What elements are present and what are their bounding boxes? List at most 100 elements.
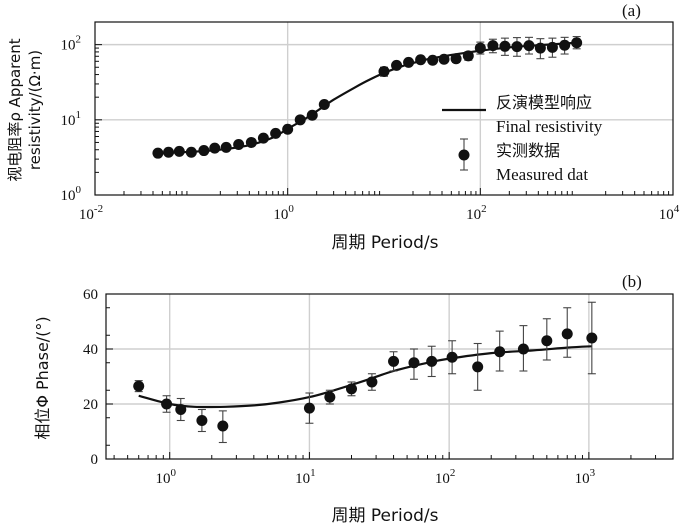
b-data-point-2: [175, 397, 187, 422]
b-data-point-16: [541, 318, 553, 361]
a-data-point-24: [487, 38, 499, 54]
a-marker-30: [559, 39, 571, 51]
a-data-point-26: [511, 37, 523, 57]
b-data-point-4: [217, 410, 229, 444]
a-data-point-25: [499, 37, 511, 56]
a-marker-7: [233, 138, 245, 150]
legend-point-marker: [458, 149, 470, 161]
b-data-point-8: [366, 373, 378, 391]
b-marker-17: [561, 328, 573, 340]
a-data-point-21: [450, 53, 462, 65]
a-x-tick-label-0: 10-2: [79, 203, 103, 223]
a-data-point-12: [294, 114, 306, 126]
panel-b-label: (b): [622, 272, 642, 291]
panel-b-x-ticks: 100 101 102 103: [155, 452, 596, 487]
a-marker-29: [546, 41, 558, 53]
a-data-point-5: [209, 142, 221, 154]
b-x-tick-label-0: 100: [155, 467, 176, 487]
a-marker-8: [245, 136, 257, 148]
b-data-point-11: [426, 345, 438, 378]
b-data-point-3: [196, 408, 208, 433]
a-data-point-1: [163, 146, 175, 158]
a-marker-24: [487, 40, 499, 52]
a-data-point-10: [270, 127, 282, 139]
b-data-point-9: [388, 351, 400, 372]
a-data-point-8: [245, 136, 257, 148]
a-marker-20: [438, 53, 450, 65]
a-y-tick-label-0: 100: [61, 184, 82, 204]
a-marker-0: [152, 147, 164, 159]
a-marker-10: [270, 127, 282, 139]
a-marker-3: [185, 146, 197, 158]
a-marker-22: [462, 50, 474, 62]
legend-entry-2-line2: Measured dat: [496, 165, 588, 184]
b-data-point-12: [446, 340, 458, 375]
a-x-tick-label-1: 100: [273, 203, 294, 223]
a-data-point-22: [462, 50, 474, 62]
a-marker-6: [220, 141, 232, 153]
a-marker-21: [450, 53, 462, 65]
a-data-point-13: [306, 109, 318, 121]
panel-a-xlabel: 周期 Period/s: [332, 233, 439, 253]
a-marker-11: [282, 123, 294, 135]
b-y-tick-label-0: 0: [91, 452, 99, 468]
b-marker-12: [446, 351, 458, 363]
a-marker-5: [209, 142, 221, 154]
a-data-point-18: [415, 54, 427, 66]
a-data-point-27: [523, 36, 535, 55]
panel-a-frame: [94, 21, 674, 196]
a-marker-17: [403, 56, 415, 68]
panel-b-xlabel: 周期 Period/s: [332, 506, 439, 526]
panel-b-ylabel: 相位Φ Phase/(°): [33, 316, 52, 439]
a-marker-2: [173, 145, 185, 157]
b-x-tick-label-3: 103: [575, 467, 596, 487]
a-y-tick-label-1: 101: [61, 109, 82, 129]
a-marker-16: [391, 59, 403, 71]
a-data-point-15: [378, 65, 390, 77]
a-data-point-9: [257, 132, 269, 144]
b-marker-16: [541, 335, 553, 347]
panel-a-ylabel-line2: resistivity/(Ω·m): [26, 50, 44, 170]
a-data-point-23: [474, 41, 486, 55]
b-marker-6: [324, 391, 336, 403]
a-data-point-19: [427, 54, 439, 66]
a-marker-27: [523, 40, 535, 52]
a-data-point-7: [233, 138, 245, 150]
a-marker-12: [294, 114, 306, 126]
a-data-point-16: [391, 59, 403, 71]
b-x-tick-label-1: 101: [295, 467, 316, 487]
a-marker-13: [306, 109, 318, 121]
b-data-point-18: [586, 301, 598, 375]
b-x-tick-label-2: 102: [435, 467, 456, 487]
a-data-point-11: [282, 123, 294, 135]
a-marker-18: [415, 54, 427, 66]
b-marker-9: [388, 355, 400, 367]
b-marker-4: [217, 420, 229, 432]
b-marker-18: [586, 332, 598, 344]
b-marker-11: [426, 355, 438, 367]
b-data-point-5: [303, 392, 315, 424]
panel-b: 100 101 102 103 0 20 40 60 (b) 周期 Period/s 相位Φ…: [33, 272, 674, 526]
panel-a-legend: 反演模型响应 Final resistivity 实测数据 Measured d…: [442, 93, 603, 184]
b-marker-0: [133, 380, 145, 392]
b-data-point-14: [494, 330, 506, 372]
b-y-tick-label-2: 40: [83, 342, 98, 358]
b-data-point-7: [345, 381, 357, 397]
a-marker-23: [474, 42, 486, 54]
a-marker-31: [571, 37, 583, 49]
a-marker-1: [163, 146, 175, 158]
panel-b-points: [133, 301, 598, 444]
a-data-point-31: [571, 36, 583, 50]
panel-a-ylabel-line1: 视电阻率ρ Apparent: [6, 38, 24, 181]
panel-a-label: (a): [622, 1, 641, 20]
panel-a-points: [152, 36, 583, 159]
b-data-point-13: [472, 342, 484, 391]
b-marker-8: [366, 376, 378, 388]
b-marker-1: [161, 398, 173, 410]
a-data-point-0: [152, 147, 164, 159]
a-marker-25: [499, 40, 511, 52]
panel-a-ylabel: 视电阻率ρ Apparent resistivity/(Ω·m): [6, 38, 44, 181]
panel-a-y-ticks: 100 101 102: [61, 34, 102, 204]
a-data-point-3: [185, 146, 197, 158]
